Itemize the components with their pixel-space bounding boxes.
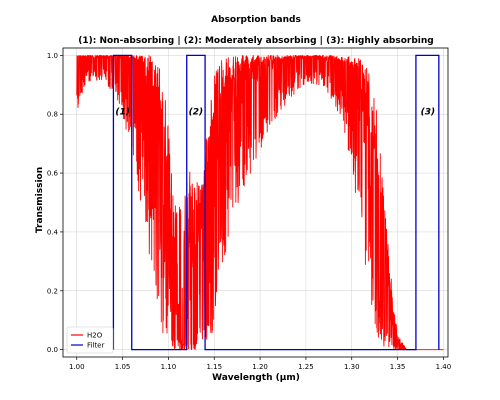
h2o-line xyxy=(76,54,444,351)
y-tick-label: 0.4 xyxy=(47,228,59,236)
x-tick-label: 1.25 xyxy=(298,363,314,371)
y-axis-label: Transmission xyxy=(35,167,45,233)
chart-title: Absorption bands xyxy=(211,15,301,25)
y-tick-label: 0.0 xyxy=(47,346,58,354)
axis-ticks: 1.00 1.05 1.10 1.15 1.20 1.25 1.30 1.35 1.40 0.0 0… xyxy=(47,52,451,371)
x-tick-label: 1.30 xyxy=(344,363,360,371)
x-tick-label: 1.10 xyxy=(161,363,177,371)
annotations: (1) (2) (3) xyxy=(115,107,435,117)
legend-box xyxy=(66,326,114,354)
legend: H2O Filter xyxy=(66,326,114,354)
y-tick-label: 1.0 xyxy=(47,52,58,60)
band-annotation: (3) xyxy=(421,107,436,117)
x-tick-label: 1.35 xyxy=(390,363,406,371)
y-tick-label: 0.2 xyxy=(47,287,58,295)
x-tick-label: 1.05 xyxy=(115,363,131,371)
plot-frame xyxy=(62,47,449,358)
filter-line xyxy=(112,54,440,351)
plot-series xyxy=(76,54,444,351)
y-tick-label: 0.6 xyxy=(47,170,59,178)
y-tick-label: 0.8 xyxy=(47,111,58,119)
band-annotation: (1) xyxy=(115,107,130,117)
x-tick-label: 1.40 xyxy=(436,363,452,371)
legend-label: Filter xyxy=(87,342,104,350)
band-annotation: (2) xyxy=(189,107,204,117)
legend-label: H2O xyxy=(87,332,103,340)
x-axis-label: Wavelength (µm) xyxy=(212,373,300,383)
x-tick-label: 1.00 xyxy=(69,363,85,371)
chart-subtitle: (1): Non-absorbing | (2): Moderately abs… xyxy=(78,36,433,46)
x-tick-label: 1.20 xyxy=(252,363,268,371)
x-tick-label: 1.15 xyxy=(206,363,222,371)
